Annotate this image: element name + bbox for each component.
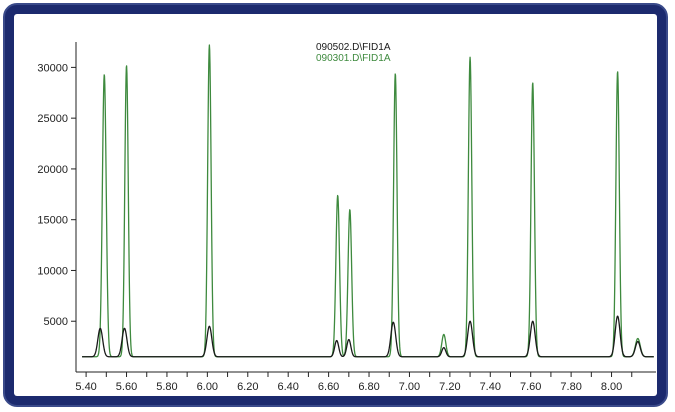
- x-tick-label: 5.60: [116, 381, 137, 393]
- x-tick-label: 7.20: [439, 381, 460, 393]
- x-tick-label: 7.40: [480, 381, 501, 393]
- y-tick-label: 10000: [37, 265, 68, 277]
- series-line-0: [81, 315, 655, 358]
- x-tick-label: 6.60: [318, 381, 339, 393]
- chart-frame: [3, 3, 668, 407]
- x-tick-label: 6.40: [277, 381, 298, 393]
- x-tick-label: 8.00: [601, 381, 622, 393]
- chart-panel: [14, 14, 657, 396]
- x-tick-label: 6.20: [237, 381, 258, 393]
- legend-entry-0: 090502.D\FID1A: [316, 42, 391, 53]
- y-tick-label: 15000: [37, 215, 68, 227]
- x-tick-label: 7.00: [399, 381, 420, 393]
- series-layer: [81, 44, 655, 358]
- legend-entry-1: 090301.D\FID1A: [316, 53, 391, 64]
- x-tick-label: 7.80: [560, 381, 581, 393]
- legend: 090502.D\FID1A 090301.D\FID1A: [316, 42, 391, 64]
- x-tick-label: 7.60: [520, 381, 541, 393]
- x-tick-label: 6.00: [197, 381, 218, 393]
- y-tick-label: 20000: [37, 164, 68, 176]
- series-line-1: [81, 44, 655, 358]
- y-tick-label: 25000: [37, 113, 68, 125]
- x-tick-label: 5.40: [75, 381, 96, 393]
- y-tick-label: 5000: [44, 316, 68, 328]
- x-tick-label: 6.80: [358, 381, 379, 393]
- y-tick-label: 30000: [37, 62, 68, 74]
- axes: 5000 10000 15000 20000 25000 30000 5.40 5.60 5.8…: [37, 42, 656, 393]
- x-tick-label: 5.80: [156, 381, 177, 393]
